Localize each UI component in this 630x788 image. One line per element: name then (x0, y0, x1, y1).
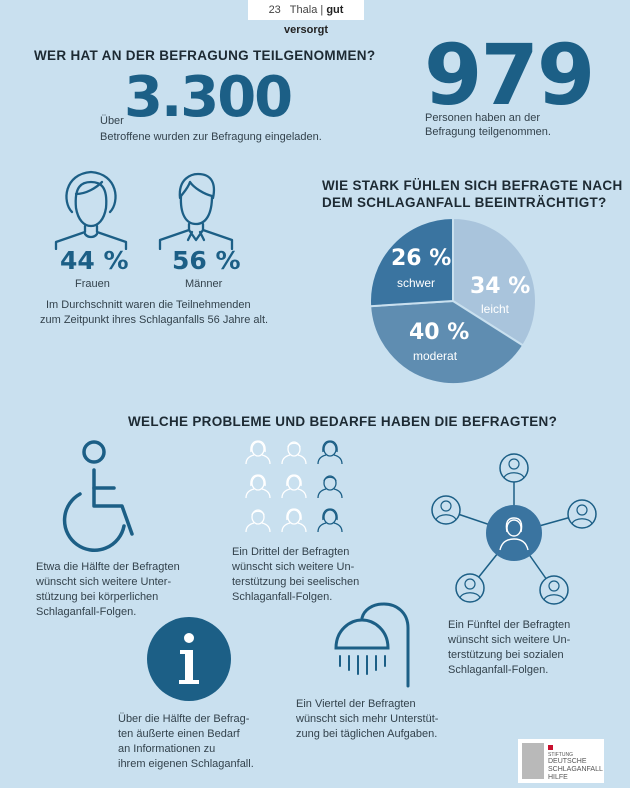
physical-line-2: wünscht sich weitere Unter- (36, 576, 172, 588)
age-text-2: zum Zeitpunkt ihres Schlaganfalls 56 Jah… (40, 314, 269, 326)
slice-sub-moderat: moderat (413, 349, 458, 363)
logo-portrait-icon (522, 743, 544, 779)
woman-icon (54, 170, 128, 250)
page-number: 23 (268, 4, 281, 16)
invited-prefix: Über (100, 115, 124, 127)
male-label: Männer (185, 278, 223, 290)
participants-number: 979 (424, 26, 595, 124)
impairment-title-2: DEM SCHLAGANFALL BEEINTRÄCHTIGT? (322, 195, 607, 210)
magazine-name: Thala (289, 4, 318, 16)
info-line-4: ihrem eigenen Schlaganfall. (118, 758, 254, 770)
social-line-2: wünscht sich weitere Un- (448, 634, 571, 646)
participants-text-2: Befragung teilgenommen. (425, 126, 551, 138)
slice-label-schwer: 26 % (391, 246, 452, 271)
slice-label-moderat: 40 % (409, 320, 470, 345)
pie-slice-schwer (369, 216, 454, 308)
female-percentage: 44 % (60, 246, 129, 275)
problems-title: WELCHE PROBLEME UND BEDARFE HABEN DIE BE… (128, 414, 558, 429)
daily-line-3: zung bei täglichen Aufgaben. (296, 728, 438, 740)
impairment-pie-chart (369, 216, 537, 385)
info-line-2: ten äußerte einen Bedarf (118, 728, 240, 740)
social-network-icon (431, 453, 597, 605)
wheelchair-icon (62, 440, 134, 552)
section-name: gut versorgt (283, 4, 344, 36)
mental-line-2: wünscht sich weitere Un- (232, 561, 355, 573)
pie-slice-moderat (369, 299, 525, 385)
physical-line-3: stützung bei körperlichen (36, 591, 159, 603)
info-line-3: an Informationen zu (118, 743, 216, 755)
social-line-4: Schlaganfall-Folgen. (448, 664, 549, 676)
info-line-1: Über die Hälfte der Befrag- (118, 713, 250, 725)
people-group-icon (245, 440, 343, 533)
impairment-title-1: WIE STARK FÜHLEN SICH BEFRAGTE NACH (322, 178, 623, 193)
invited-number: 3.300 (124, 65, 293, 130)
info-icon (147, 617, 231, 701)
invited-text: Betroffene wurden zur Befragung eingelad… (100, 131, 322, 143)
logo-red-square (548, 745, 553, 750)
page-header: 23 Thala | gut versorgt (248, 0, 364, 36)
mental-line-3: terstützung bei seelischen (232, 576, 360, 588)
shower-icon (334, 602, 410, 688)
foundation-logo: STIFTUNG DEUTSCHE SCHLAGANFALL HILFE (518, 739, 604, 783)
physical-line-1: Etwa die Hälfte der Befragten (36, 561, 180, 573)
male-percentage: 56 % (172, 246, 241, 275)
slice-sub-schwer: schwer (397, 276, 436, 290)
mental-line-1: Ein Drittel der Befragten (232, 546, 350, 558)
participants-text-1: Personen haben an der (425, 112, 540, 124)
daily-line-2: wünscht sich mehr Unterstüt- (296, 713, 439, 725)
age-text-1: Im Durchschnitt waren die Teilnehmenden (46, 299, 251, 311)
slice-sub-leicht: leicht (481, 302, 510, 316)
man-icon (158, 172, 234, 250)
social-line-3: terstützung bei sozialen (448, 649, 564, 661)
physical-line-4: Schlaganfall-Folgen. (36, 606, 137, 618)
logo-text: STIFTUNG DEUTSCHE SCHLAGANFALL HILFE (548, 752, 603, 781)
social-line-1: Ein Fünftel der Befragten (448, 619, 571, 631)
female-label: Frauen (75, 278, 110, 290)
participation-title: WER HAT AN DER BEFRAGUNG TEILGENOMMEN? (34, 48, 376, 63)
daily-line-1: Ein Viertel der Befragten (296, 698, 416, 710)
mental-line-4: Schlaganfall-Folgen. (232, 591, 333, 603)
slice-label-leicht: 34 % (470, 274, 531, 299)
